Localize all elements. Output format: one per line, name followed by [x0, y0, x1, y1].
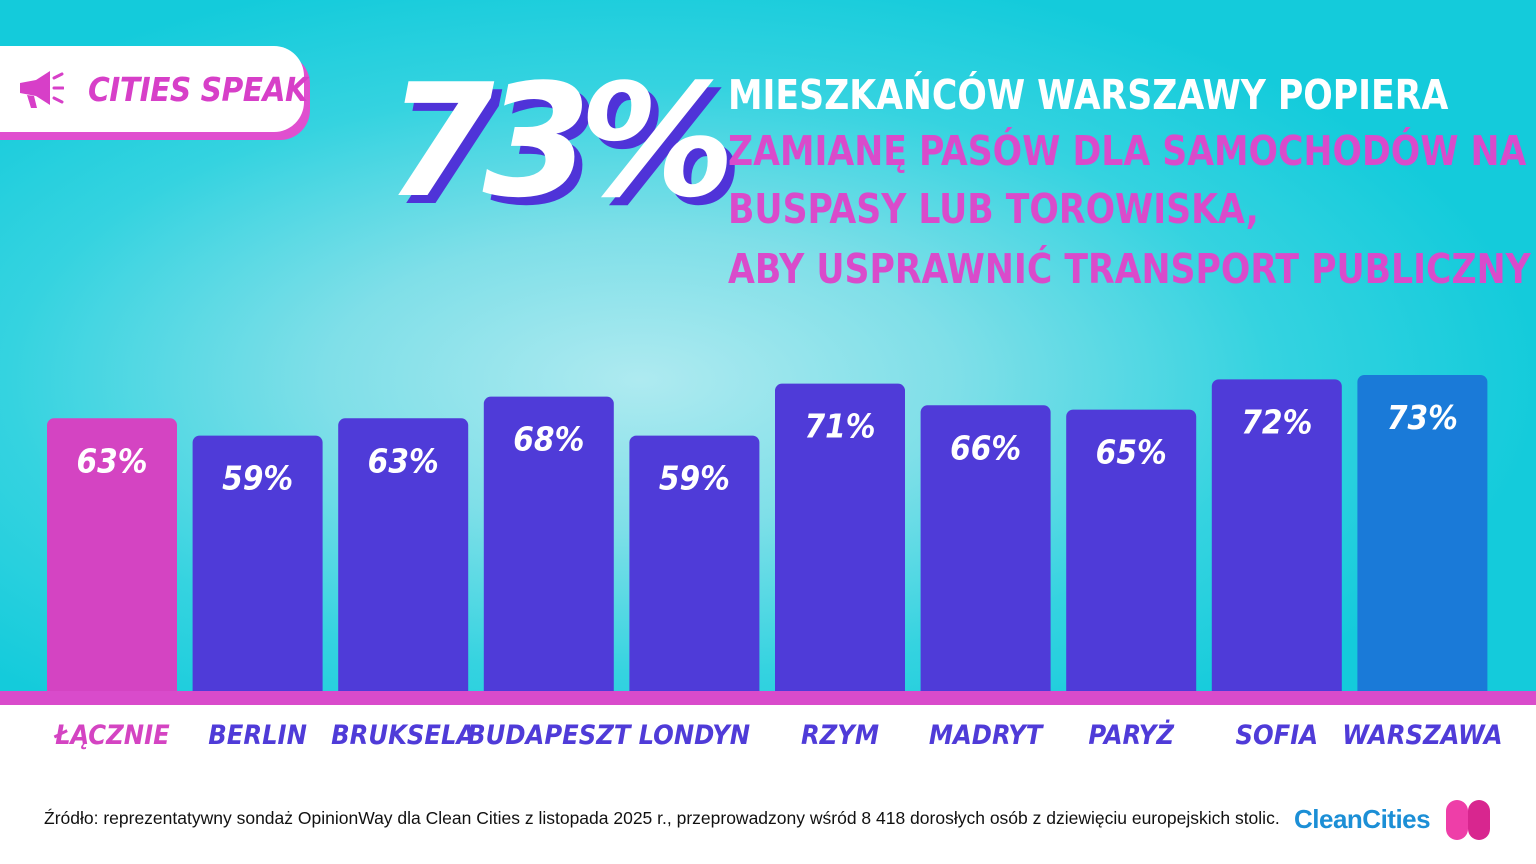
category-label: LONDYN	[639, 720, 750, 751]
category-label: ŁĄCZNIE	[53, 720, 170, 751]
clean-cities-logo-icon	[1446, 800, 1490, 840]
category-label: BERLIN	[208, 720, 307, 751]
bar-value-label: 71%	[804, 407, 875, 446]
bars-group: 63% 59% 63% 68% 59% 71% 66% 65% 72% 73%	[47, 375, 1488, 699]
bar-londyn	[629, 435, 760, 699]
bar-sofia	[1211, 379, 1342, 699]
bar-madryt	[920, 405, 1051, 699]
bar-value-label: 73%	[1387, 398, 1458, 437]
bar-rzym	[775, 383, 905, 699]
category-label: PARYŻ	[1088, 719, 1174, 751]
category-label: WARSZAWA	[1342, 720, 1502, 751]
bar-budapeszt	[483, 396, 614, 699]
category-label: SOFIA	[1236, 720, 1319, 751]
bar-value-label: 65%	[1096, 433, 1167, 472]
headline-big-number: 73%	[386, 50, 735, 232]
bar-paryż	[1066, 409, 1197, 699]
category-label: RZYM	[801, 720, 879, 751]
bar-łącznie	[47, 418, 177, 699]
clean-cities-logo-text: CleanCities	[1294, 804, 1431, 834]
bar-bruksela	[338, 418, 469, 699]
chart-baseline	[0, 691, 1536, 705]
bar-value-label: 68%	[513, 420, 584, 459]
headline-line-3: BUSPASY LUB TOROWISKA,	[728, 185, 1259, 233]
bar-value-label: 59%	[659, 459, 730, 498]
cities-speak-badge: CITIES SPEAK	[0, 46, 308, 132]
bar-value-label: 63%	[368, 441, 439, 480]
bar-berlin	[192, 435, 323, 699]
bar-value-label: 72%	[1241, 402, 1312, 441]
megaphone-icon	[20, 71, 64, 108]
source-note: Źródło: reprezentatywny sondaż OpinionWa…	[44, 808, 1280, 828]
category-label: BRUKSELA	[331, 720, 475, 751]
bar-warszawa	[1357, 375, 1488, 699]
badge-label: CITIES SPEAK	[88, 70, 308, 109]
category-label: MADRYT	[929, 720, 1045, 751]
bar-value-label: 59%	[222, 459, 293, 498]
headline-line-1: MIESZKAŃCÓW WARSZAWY POPIERA	[728, 71, 1449, 119]
bar-value-label: 66%	[950, 428, 1021, 467]
headline-line-4: ABY USPRAWNIĆ TRANSPORT PUBLICZNY	[728, 245, 1531, 293]
headline-line-2: ZAMIANĘ PASÓW DLA SAMOCHODÓW NA	[728, 127, 1527, 175]
category-label: BUDAPESZT	[467, 720, 633, 751]
bar-value-label: 63%	[76, 441, 147, 480]
